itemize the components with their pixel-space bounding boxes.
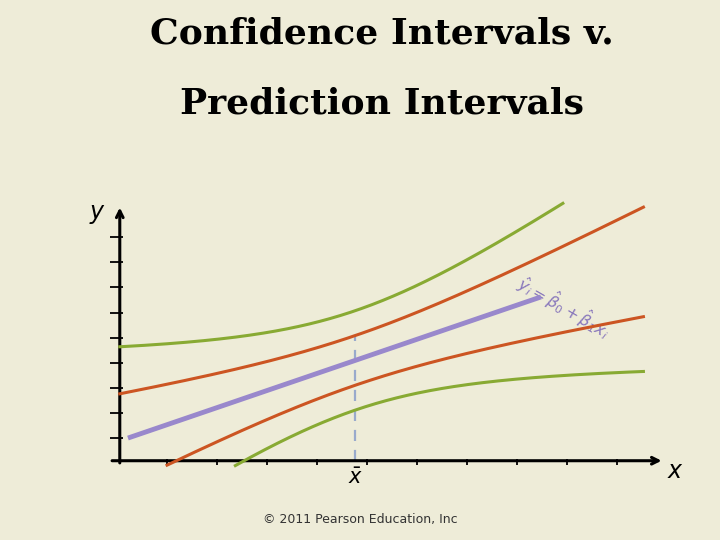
Text: y: y bbox=[89, 200, 103, 224]
Text: Confidence Intervals v.: Confidence Intervals v. bbox=[150, 16, 613, 50]
Text: x: x bbox=[668, 458, 682, 483]
Text: $\bar{x}$: $\bar{x}$ bbox=[348, 468, 363, 488]
Text: © 2011 Pearson Education, Inc: © 2011 Pearson Education, Inc bbox=[263, 514, 457, 526]
Text: Prediction Intervals: Prediction Intervals bbox=[179, 86, 584, 120]
Text: $\hat{y}_i = \hat{\beta}_0 + \hat{\beta}_1 x_i$: $\hat{y}_i = \hat{\beta}_0 + \hat{\beta}… bbox=[513, 270, 614, 343]
